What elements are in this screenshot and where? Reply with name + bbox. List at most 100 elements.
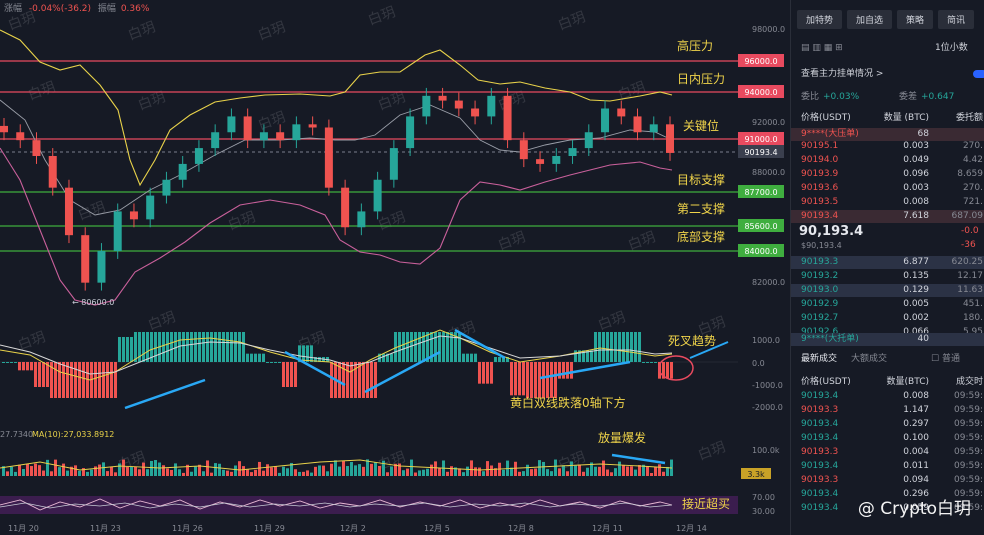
big-bid-row[interactable]: 9****(大托单) 40 [791,333,984,346]
trade-row[interactable]: 90193.3 0.094 09:59: [801,475,983,485]
macd-bar [362,362,365,398]
candle-body [536,159,545,164]
tab-trend-button[interactable]: 加特势 [797,10,843,29]
big-order-toggle[interactable] [973,70,984,78]
big-order-link[interactable]: 查看主力挂单情况 > [801,69,884,79]
macd-bar [302,345,305,362]
macd-bar [422,332,425,362]
trades-filter-checkbox[interactable]: ☐ 普通 [931,354,960,364]
volume-bar [2,466,5,476]
volume-bar [222,469,225,476]
svg-text:11月 23: 11月 23 [90,524,121,533]
macd-axis-neg2000: -2000.0 [752,403,783,412]
trade-row[interactable]: 90193.4 0.011 09:59: [801,461,983,471]
strategy-button[interactable]: 策略 [897,10,934,29]
layout-both-icon[interactable]: ▤ ▥ ▦ ⊞ [801,43,843,53]
trade-row[interactable]: 90193.3 1.147 09:59: [801,405,983,415]
macd-axis-neg1000: -1000.0 [752,381,783,390]
trade-row[interactable]: 90193.4 0.100 09:59: [801,433,983,443]
below-zero-label: 黄白双线跌落0轴下方 [510,395,626,410]
svg-text:12月 5: 12月 5 [424,524,450,533]
macd-bar [30,362,33,371]
ask-row[interactable]: 90193.6 0.003 270. [801,183,983,193]
volume-bar [194,466,197,476]
macd-bar [142,332,145,362]
macd-bar [514,362,517,396]
volume-bar [554,459,557,476]
trade-row[interactable]: 90193.4 0.296 09:59: [801,489,983,499]
ask-row[interactable]: 90193.5 0.008 721. [801,197,983,207]
trade-row[interactable]: 90193.4 0.008 09:59: [801,391,983,401]
candle-body [568,148,577,156]
candle-body [584,132,593,149]
big-ask-row[interactable]: 9****(大压单) 68 [791,128,984,141]
svg-text:3.3k: 3.3k [747,470,765,479]
order-book-panel: 加特势 加自选 策略 简讯 ▤ ▥ ▦ ⊞ 1位小数 查看主力挂单情况 > 委比… [790,0,984,535]
bid-row[interactable]: 90192.7 0.002 180. [801,313,983,323]
boll-lower-line [0,147,673,306]
ask-row[interactable]: 90194.0 0.049 4.42 [801,155,983,165]
macd-bar [530,362,533,398]
macd-bar [442,332,445,362]
volume-bar [586,467,589,476]
bid-row[interactable]: 90193.2 0.135 12.17 [801,271,983,281]
bid-row[interactable]: 90193.3 6.877 620.25 [791,256,984,269]
trade-row[interactable]: 90193.4 0.059 09:59: [801,503,983,513]
trade-row[interactable]: 90193.4 0.297 09:59: [801,419,983,429]
death-cross-label: 死叉趋势 [668,334,716,348]
macd-bar [10,362,13,363]
tab-latest-trades[interactable]: 最新成交 [801,354,838,364]
macd-bar [254,353,257,362]
ask-row[interactable]: 90195.1 0.003 270. [801,141,983,151]
news-button[interactable]: 简讯 [938,10,975,29]
volume-bar [234,465,237,476]
label-target-support: 目标支撑 [677,172,725,187]
candle-body [617,108,626,117]
level-tag-84000: 84000.0 [738,244,784,257]
level-tag-96000: 96000.0 [738,54,784,67]
macd-bar [94,362,97,398]
ask-row[interactable]: 90193.4 7.618 687.09 [791,210,984,223]
macd-bar [438,332,441,362]
ask-row[interactable]: 90193.9 0.096 8.659 [801,169,983,179]
volume-bar [358,464,361,476]
candle-body [32,140,41,156]
macd-bar [330,362,333,398]
volume-bar [142,462,145,476]
add-watchlist-button[interactable]: 加自选 [847,10,893,29]
candle-body [666,124,674,153]
macd-bar [126,337,129,362]
bid-row[interactable]: 90193.0 0.129 11.63 [791,284,984,297]
volume-bar [390,466,393,476]
bid-row[interactable]: 90192.6 0.066 5.95 [801,327,983,337]
volume-bar [170,469,173,476]
vol-tag: 3.3k [741,468,771,479]
candle-body [129,211,138,220]
volume-bar [162,465,165,476]
macd-bar [562,362,565,379]
vol-ma-line [0,459,673,471]
macd-bar [458,332,461,362]
volume-bar [66,470,69,476]
tab-large-trades[interactable]: 大额成交 [851,354,888,364]
volume-bar [610,472,613,476]
volume-bar [370,463,373,476]
volume-bar [226,470,229,476]
volume-bar [158,462,161,476]
precision-select[interactable]: 1位小数 [935,43,968,53]
current-price-tag: 90193.4 [738,145,784,158]
macd-bar [138,332,141,362]
trade-row[interactable]: 90193.3 0.004 09:59: [801,447,983,457]
near-overbought-label: 接近超买 [682,496,730,511]
macd-axis-0: 0.0 [752,359,765,368]
volume-bar [286,468,289,476]
volume-bar [634,469,637,476]
macd-bar [558,362,561,379]
rsi-axis-30: 30.00 [752,507,775,516]
macd-bar [666,362,669,379]
rate1-label: 委比 [801,92,820,102]
macd-bar [410,332,413,362]
volume-bar [182,472,185,476]
bid-row[interactable]: 90192.9 0.005 451. [801,299,983,309]
